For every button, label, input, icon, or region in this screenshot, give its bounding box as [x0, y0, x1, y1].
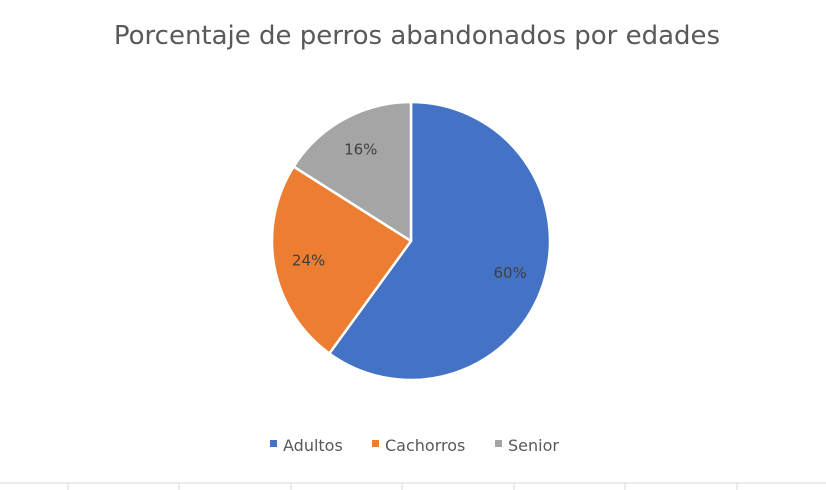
sheet-gridlines	[0, 482, 826, 490]
pie-data-labels: 60% 24% 16%	[292, 141, 527, 283]
legend-swatch	[372, 440, 379, 447]
data-label-adultos: 60%	[493, 264, 526, 282]
legend-swatch	[495, 440, 502, 447]
data-label-cachorros: 24%	[292, 252, 325, 270]
chart-title: Porcentaje de perros abandonados por eda…	[114, 21, 720, 51]
legend-label: Senior	[508, 436, 559, 455]
legend-swatch	[270, 440, 277, 447]
data-label-senior: 16%	[344, 141, 377, 159]
chart-legend: Adultos Cachorros Senior	[270, 436, 559, 455]
pie-slice-adultos[interactable]	[328, 100, 552, 382]
pie-slice-senior[interactable]	[292, 100, 413, 243]
pie-slice-cachorros[interactable]	[270, 165, 413, 355]
legend-label: Adultos	[283, 436, 343, 455]
legend-item-adultos[interactable]: Adultos	[270, 436, 343, 455]
legend-item-cachorros[interactable]: Cachorros	[372, 436, 465, 455]
legend-label: Cachorros	[385, 436, 465, 455]
pie-slices	[270, 100, 552, 382]
legend-item-senior[interactable]: Senior	[495, 436, 559, 455]
